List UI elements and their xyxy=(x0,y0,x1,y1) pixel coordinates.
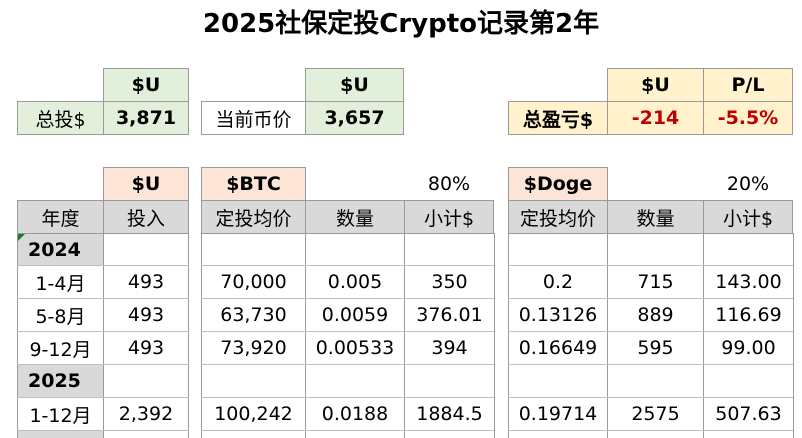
table-row-doge-avg[interactable]: 0.19714 xyxy=(518,403,598,425)
year-row-2024[interactable]: 2024 xyxy=(18,234,103,265)
table-row-btc-subtotal[interactable]: 376.01 xyxy=(416,304,483,326)
table-row-btc-avg[interactable]: 63,730 xyxy=(220,304,287,326)
total-invest-value[interactable]: 3,871 xyxy=(103,101,189,135)
btc-section-header: $BTC xyxy=(201,167,306,201)
table-row-invest[interactable]: 2,392 xyxy=(118,403,174,425)
col-header-year: 年度 xyxy=(17,200,104,234)
table-row-btc-subtotal[interactable]: 394 xyxy=(431,337,468,359)
table-row-period[interactable]: 1-12月 xyxy=(29,404,92,427)
pl-pct-header: P/L xyxy=(703,68,793,102)
table-row-doge-subtotal[interactable]: 143.00 xyxy=(715,271,782,293)
total-unit-header: $U xyxy=(103,68,189,102)
col-header-invest: 投入 xyxy=(103,200,189,234)
table-row-doge-qty[interactable]: 715 xyxy=(637,271,674,293)
page-title: 2025社保定投Crypto记录第2年 xyxy=(202,9,600,39)
table-row-period[interactable]: 5-8月 xyxy=(35,305,86,328)
table-row-doge-avg[interactable]: 0.2 xyxy=(542,271,574,293)
table-row-btc-subtotal[interactable]: 350 xyxy=(431,271,468,293)
current-price-value[interactable]: 3,657 xyxy=(305,101,404,135)
table-row-btc-subtotal[interactable]: 1884.5 xyxy=(416,403,483,425)
table-row-doge-subtotal[interactable]: 507.63 xyxy=(715,403,782,425)
total-invest-label: 总投$ xyxy=(17,101,104,135)
doge-allocation-pct: 20% xyxy=(726,173,770,195)
col-header-btc-qty: 数量 xyxy=(305,200,405,234)
table-row-btc-qty[interactable]: 0.0188 xyxy=(321,403,389,425)
table-row-btc-avg[interactable]: 73,920 xyxy=(220,337,287,359)
table-row-doge-qty[interactable]: 595 xyxy=(637,337,674,359)
table-row-btc-qty[interactable]: 0.005 xyxy=(327,271,383,293)
col-header-doge-qty: 数量 xyxy=(607,200,704,234)
current-price-label: 当前币价 xyxy=(201,101,306,135)
table-row-btc-qty[interactable]: 0.00533 xyxy=(315,337,395,359)
col-header-doge-avg: 定投均价 xyxy=(508,200,608,234)
table-row-doge-qty[interactable]: 889 xyxy=(637,304,674,326)
table-row-period[interactable]: 1-4月 xyxy=(35,272,86,295)
table-row-btc-qty[interactable]: 0.0059 xyxy=(321,304,389,326)
table-row-btc-avg[interactable]: 100,242 xyxy=(214,403,293,425)
col-header-btc-avg: 定投均价 xyxy=(201,200,306,234)
cell-comment-indicator xyxy=(18,234,25,241)
table-row-invest[interactable]: 493 xyxy=(127,304,165,326)
table-row-doge-qty[interactable]: 2575 xyxy=(631,403,680,425)
invest-unit-header: $U xyxy=(103,167,189,201)
price-unit-header: $U xyxy=(305,68,404,102)
btc-allocation-pct: 80% xyxy=(427,173,471,195)
table-row-doge-subtotal[interactable]: 116.69 xyxy=(715,304,782,326)
table-row-invest[interactable]: 493 xyxy=(127,337,165,359)
total-pl-label: 总盈亏$ xyxy=(508,101,608,135)
col-header-doge-subtotal: 小计$ xyxy=(703,200,793,234)
table-row-doge-avg[interactable]: 0.13126 xyxy=(518,304,598,326)
table-row-invest[interactable]: 493 xyxy=(127,271,165,293)
col-header-btc-subtotal: 小计$ xyxy=(404,200,494,234)
table-row-btc-avg[interactable]: 70,000 xyxy=(220,271,287,293)
doge-section-header: $Doge xyxy=(508,167,608,201)
pl-unit-header: $U xyxy=(607,68,704,102)
total-pl-pct[interactable]: -5.5% xyxy=(703,101,793,135)
total-pl-value[interactable]: -214 xyxy=(607,101,704,135)
table-row-period[interactable]: 9-12月 xyxy=(29,338,92,361)
table-row-doge-avg[interactable]: 0.16649 xyxy=(518,337,598,359)
table-row-doge-subtotal[interactable]: 99.00 xyxy=(721,337,776,359)
year-row-2025[interactable]: 2025 xyxy=(18,365,103,397)
next-year-row-partial xyxy=(18,431,103,438)
